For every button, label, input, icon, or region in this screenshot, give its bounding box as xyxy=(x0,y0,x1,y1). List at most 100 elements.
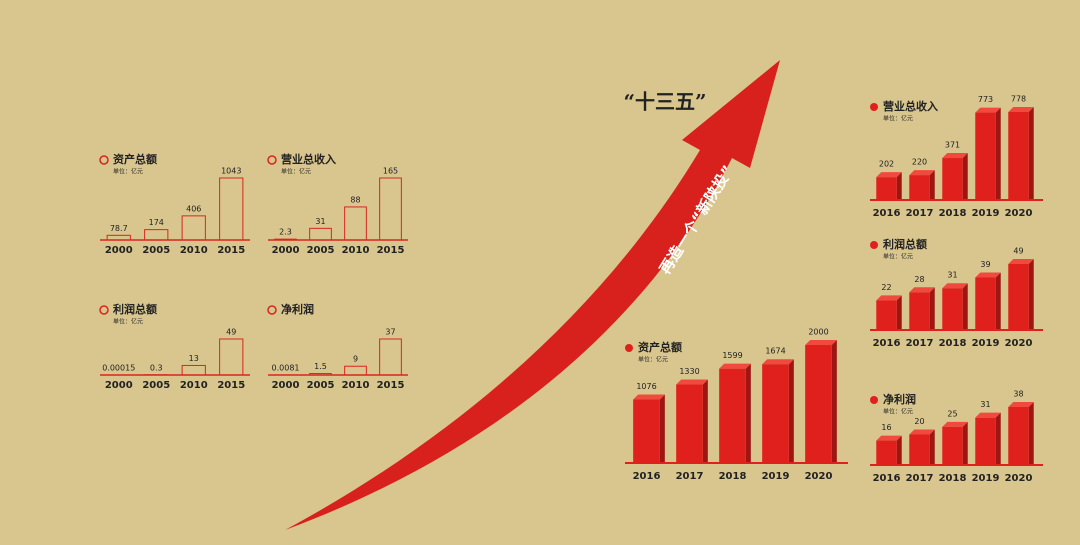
value-label: 39 xyxy=(980,260,990,269)
x-tick-label: 2019 xyxy=(972,338,1000,349)
bar-side xyxy=(929,287,935,330)
value-label: 220 xyxy=(912,158,927,167)
value-label: 0.3 xyxy=(150,363,163,372)
value-label: 1.5 xyxy=(314,362,327,371)
value-label: 31 xyxy=(947,271,957,280)
title-marker xyxy=(267,305,277,315)
bar xyxy=(181,364,206,376)
x-tick-label: 2016 xyxy=(873,338,901,349)
x-tick-label: 2017 xyxy=(906,338,934,349)
bar xyxy=(805,345,832,463)
bar xyxy=(762,364,789,463)
x-tick-label: 2005 xyxy=(307,245,335,256)
value-label: 1330 xyxy=(679,367,699,376)
title-marker xyxy=(625,344,633,352)
bar-top xyxy=(1008,107,1034,112)
value-label: 13 xyxy=(189,354,199,363)
unit-label: 单位：亿元 xyxy=(883,253,913,261)
value-label: 49 xyxy=(226,328,236,337)
value-label: 371 xyxy=(945,141,960,150)
bar-side xyxy=(831,340,837,463)
x-tick-label: 2005 xyxy=(142,245,170,256)
bar xyxy=(379,177,402,241)
value-label: 31 xyxy=(315,217,325,226)
bar xyxy=(219,177,244,241)
bar xyxy=(876,300,897,330)
value-label: 16 xyxy=(881,423,891,432)
value-label: 88 xyxy=(350,195,360,204)
bar-side xyxy=(896,295,902,330)
bar xyxy=(719,368,746,463)
bar-top xyxy=(909,287,935,293)
bar-side xyxy=(896,435,902,465)
bar-top xyxy=(975,412,1001,418)
bar xyxy=(1008,264,1029,330)
bar xyxy=(1008,407,1029,465)
x-tick-label: 2010 xyxy=(342,380,370,391)
bar xyxy=(219,338,244,376)
bar-top xyxy=(876,295,902,301)
title-marker xyxy=(870,103,878,111)
value-label: 2000 xyxy=(808,328,828,337)
title-marker xyxy=(870,241,878,249)
growth-arrow xyxy=(285,60,780,530)
x-tick-label: 2010 xyxy=(342,245,370,256)
chart-title: 利润总额 xyxy=(113,302,157,316)
x-tick-label: 2000 xyxy=(272,380,300,391)
bar-top xyxy=(633,394,665,400)
x-tick-label: 2018 xyxy=(939,208,967,219)
value-label: 1076 xyxy=(636,382,656,391)
bar-side xyxy=(702,379,708,463)
x-tick-label: 2020 xyxy=(805,471,833,482)
x-tick-label: 2015 xyxy=(377,245,405,256)
bar-top xyxy=(676,379,708,385)
bar-side xyxy=(962,421,968,465)
chart-title: 净利润 xyxy=(883,392,916,406)
bar-top xyxy=(805,340,837,345)
bar-side xyxy=(995,272,1001,330)
x-tick-label: 2019 xyxy=(972,473,1000,484)
bar xyxy=(1008,112,1029,200)
headline: “十三五” xyxy=(623,90,706,114)
bar-side xyxy=(995,107,1001,200)
x-tick-label: 2020 xyxy=(1005,338,1033,349)
x-tick-label: 2016 xyxy=(873,473,901,484)
bar xyxy=(144,229,169,241)
unit-label: 单位：亿元 xyxy=(113,168,143,176)
value-label: 773 xyxy=(978,95,993,104)
bar xyxy=(942,426,963,465)
bar-side xyxy=(659,394,665,463)
bar-side xyxy=(929,170,935,200)
bar xyxy=(344,206,367,241)
bar-side xyxy=(896,172,902,200)
value-label: 49 xyxy=(1013,247,1023,256)
chart-title: 净利润 xyxy=(281,302,314,316)
bar-top xyxy=(975,272,1001,278)
chart-title: 营业总收入 xyxy=(883,99,938,113)
bar-side xyxy=(1028,259,1034,330)
bar-side xyxy=(745,363,751,463)
bar-top xyxy=(719,363,751,369)
x-tick-label: 2019 xyxy=(972,208,1000,219)
value-label: 778 xyxy=(1011,95,1026,104)
title-marker xyxy=(99,305,109,315)
x-tick-label: 2000 xyxy=(105,245,133,256)
bar xyxy=(975,112,996,200)
bar-top xyxy=(876,435,902,441)
x-tick-label: 2000 xyxy=(105,380,133,391)
bar-side xyxy=(929,429,935,465)
x-tick-label: 2017 xyxy=(906,208,934,219)
bar-side xyxy=(962,153,968,200)
title-marker xyxy=(99,155,109,165)
bar xyxy=(309,227,332,241)
bar xyxy=(344,365,367,376)
chart-title: 资产总额 xyxy=(113,152,157,166)
x-tick-label: 2010 xyxy=(180,380,208,391)
bar xyxy=(876,440,897,465)
bar-top xyxy=(1008,402,1034,407)
value-label: 174 xyxy=(149,218,164,227)
bar xyxy=(909,292,930,330)
x-tick-label: 2016 xyxy=(633,471,661,482)
value-label: 20 xyxy=(914,417,924,426)
